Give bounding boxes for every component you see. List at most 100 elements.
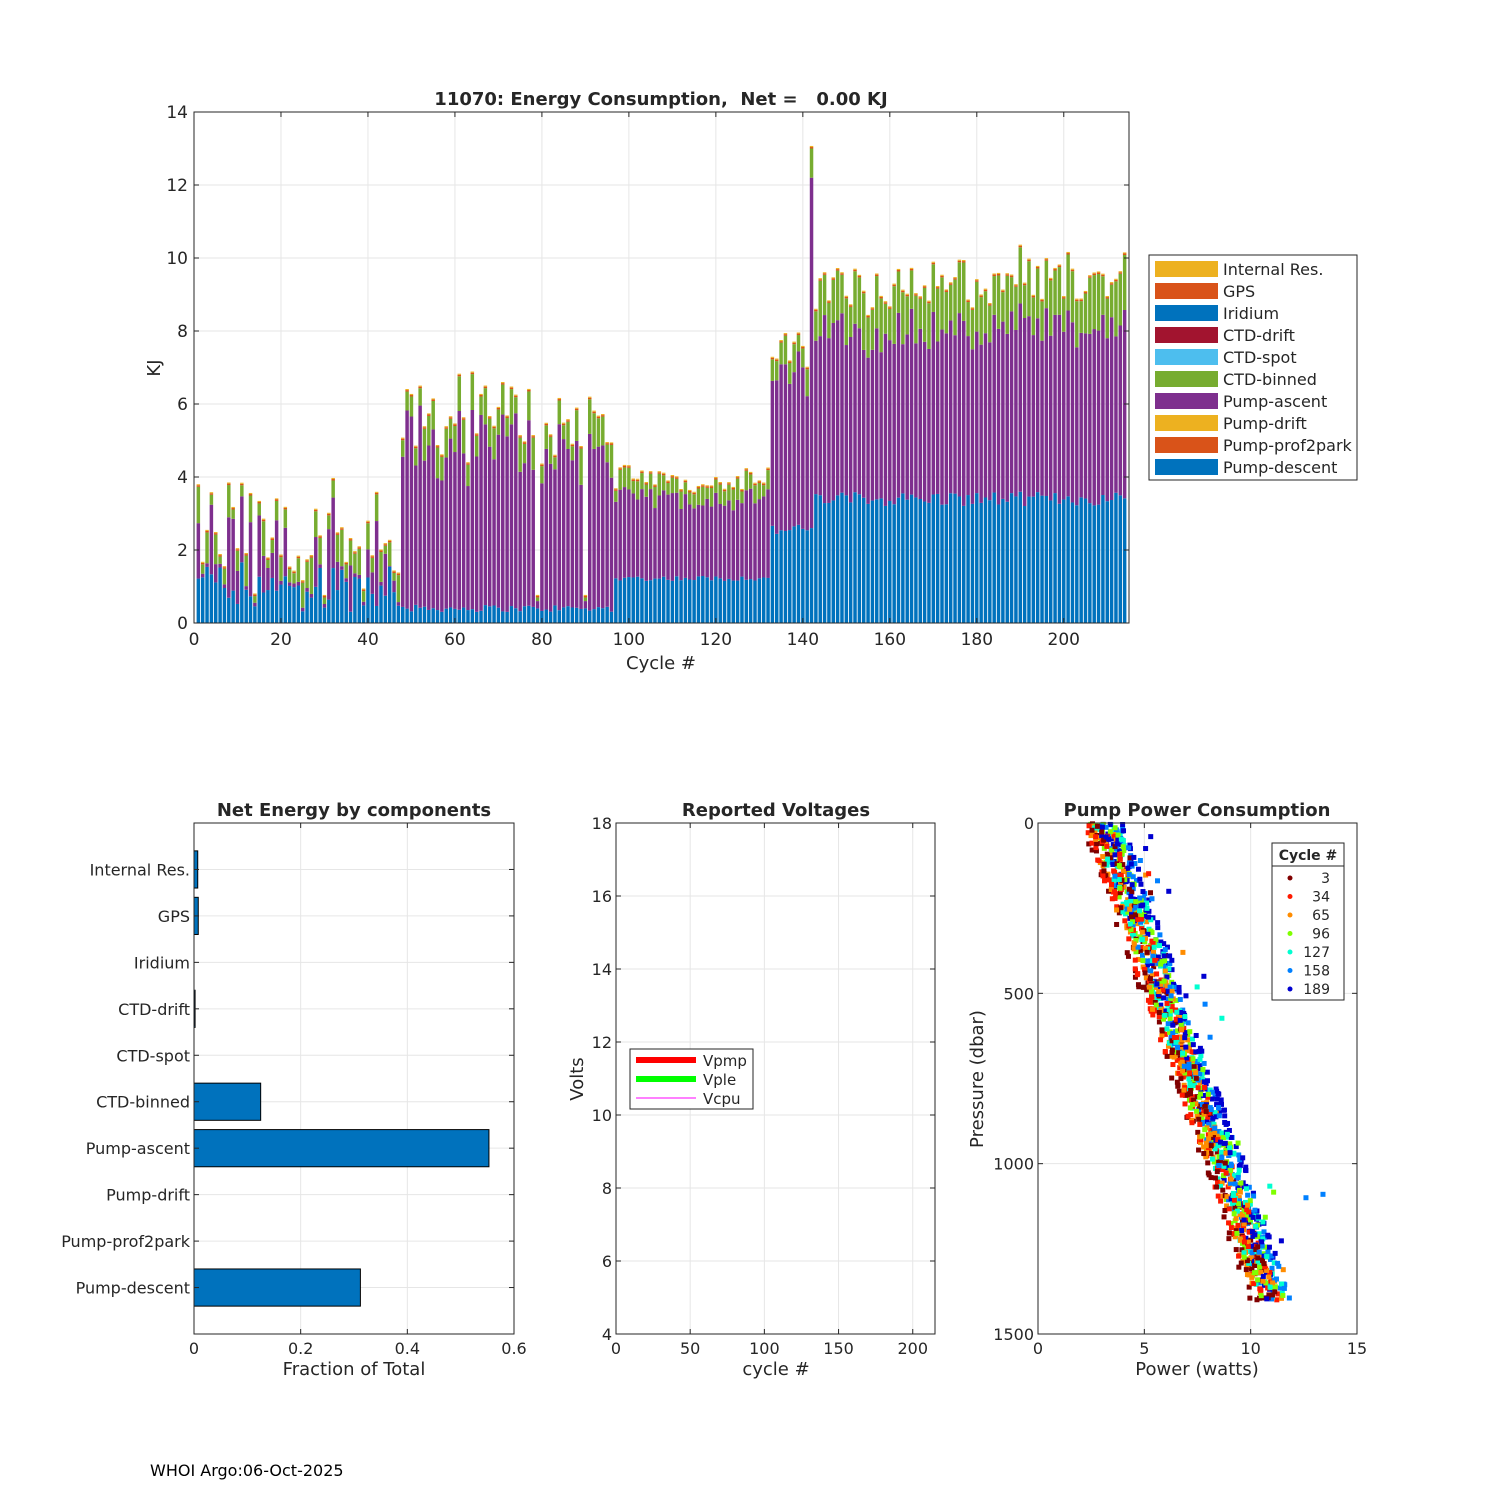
pump-power-point bbox=[1188, 1087, 1194, 1093]
energy-bar-ctd-binned bbox=[548, 436, 553, 464]
components-grid bbox=[193, 823, 515, 1334]
pump-power-point bbox=[1277, 1285, 1283, 1291]
energy-bar-pump-ascent bbox=[618, 489, 622, 581]
pump-power-point bbox=[1165, 989, 1171, 995]
pump-power-point bbox=[1182, 1035, 1188, 1041]
energy-bar-ctd-binned bbox=[274, 500, 279, 521]
pump-power-point bbox=[1162, 1012, 1168, 1018]
energy-bar-pump-ascent bbox=[248, 522, 253, 597]
energy-bar-ctd-binned bbox=[318, 537, 322, 565]
pump-power-point bbox=[1258, 1270, 1264, 1276]
pump-power-point bbox=[1197, 1063, 1203, 1069]
energy-bar-pump-ascent bbox=[766, 489, 770, 578]
energy-bar-gps bbox=[970, 308, 975, 310]
energy-bar-gps bbox=[340, 528, 344, 530]
energy-bar-ctd-binned bbox=[714, 479, 718, 493]
energy-bar-internal-res- bbox=[1079, 298, 1083, 300]
energy-bar-internal-res- bbox=[988, 303, 992, 305]
energy-bar-gps bbox=[644, 483, 649, 485]
energy-bar-ctd-binned bbox=[205, 532, 209, 564]
pump-power-point bbox=[1142, 966, 1148, 972]
pump-power-point bbox=[1152, 957, 1158, 963]
pump-power-point bbox=[1263, 1280, 1269, 1286]
energy-bar-ctd-binned bbox=[801, 348, 805, 368]
energy-bar-pump-descent bbox=[196, 578, 201, 623]
energy-bar-gps bbox=[461, 418, 466, 420]
energy-bar-internal-res- bbox=[592, 410, 596, 412]
pump-power-point bbox=[1107, 877, 1113, 883]
energy-bar-pump-ascent bbox=[387, 566, 392, 567]
energy-bar-ctd-binned bbox=[305, 561, 309, 589]
pump-power-point bbox=[1182, 1101, 1188, 1107]
pump-power-axes-box bbox=[1037, 822, 1358, 1335]
pump-power-point bbox=[1177, 1065, 1183, 1071]
energy-bar-pump-ascent bbox=[257, 515, 261, 577]
energy-bar-pump-descent bbox=[470, 609, 475, 623]
energy-bar-pump-ascent bbox=[953, 335, 957, 494]
energy-bar-pump-descent bbox=[1079, 497, 1083, 623]
energy-bar-pump-descent bbox=[214, 582, 218, 623]
energy-bar-pump-descent bbox=[814, 494, 818, 623]
pump-power-point bbox=[1179, 1037, 1185, 1043]
pump-power-point bbox=[1150, 941, 1156, 947]
energy-bar-pump-descent bbox=[1035, 492, 1040, 623]
pump-power-point bbox=[1164, 944, 1170, 950]
energy-bar-gps bbox=[679, 490, 683, 492]
pump-power-point bbox=[1249, 1274, 1255, 1280]
energy-bar-pump-ascent bbox=[396, 602, 401, 606]
energy-bar-gps bbox=[335, 533, 340, 535]
energy-bar-ctd-binned bbox=[200, 564, 205, 574]
pump-power-point bbox=[1192, 1083, 1198, 1089]
pump-power-point bbox=[1140, 889, 1146, 895]
energy-bar-gps bbox=[1101, 274, 1105, 277]
pump-power-point bbox=[1320, 1191, 1326, 1197]
pump-power-point bbox=[1136, 956, 1142, 962]
pump-power-point bbox=[1106, 888, 1112, 894]
pump-power-point bbox=[1187, 1091, 1193, 1097]
pump-power-point bbox=[1186, 1065, 1192, 1071]
energy-bar-ctd-binned bbox=[975, 281, 979, 332]
pump-power-point bbox=[1204, 1118, 1210, 1124]
energy-bar-ctd-binned bbox=[896, 271, 901, 313]
energy-bar-pump-ascent bbox=[975, 331, 979, 494]
energy-bar-gps bbox=[918, 297, 922, 299]
energy-legend-label: CTD-drift bbox=[1223, 326, 1295, 345]
pump-power-point bbox=[1260, 1257, 1266, 1263]
energy-bar-pump-descent bbox=[540, 610, 544, 623]
energy-bar-pump-descent bbox=[805, 530, 809, 623]
pump-power-point bbox=[1266, 1244, 1272, 1250]
energy-bar-internal-res- bbox=[722, 488, 727, 490]
energy-bar-gps bbox=[300, 581, 305, 583]
energy-bar-pump-ascent bbox=[279, 580, 283, 585]
energy-bar-ctd-binned bbox=[1122, 254, 1127, 310]
energy-bar-pump-ascent bbox=[401, 456, 405, 607]
pump-power-point bbox=[1131, 933, 1137, 939]
energy-bar-ctd-binned bbox=[957, 262, 962, 314]
pump-power-point bbox=[1143, 935, 1149, 941]
pump-power-point bbox=[1245, 1244, 1251, 1250]
energy-bar-gps bbox=[966, 300, 970, 303]
energy-bar-pump-descent bbox=[992, 492, 996, 623]
energy-xtick-label: 100 bbox=[613, 630, 645, 650]
pump-power-legend-box bbox=[1271, 842, 1345, 1001]
energy-bar-pump-descent bbox=[557, 610, 562, 623]
energy-bar-gps bbox=[570, 444, 575, 447]
energy-bar-pump-ascent bbox=[305, 588, 309, 592]
pump-power-point bbox=[1240, 1235, 1246, 1241]
pump-power-point bbox=[1150, 1012, 1156, 1018]
energy-bar-pump-descent bbox=[979, 502, 983, 623]
energy-bar-ctd-binned bbox=[1014, 286, 1018, 330]
energy-xtick-label: 80 bbox=[531, 630, 553, 650]
energy-bar-pump-ascent bbox=[474, 456, 479, 612]
pump-power-point bbox=[1244, 1218, 1250, 1224]
energy-bar-pump-ascent bbox=[870, 349, 875, 501]
energy-bar-ctd-binned bbox=[688, 492, 692, 505]
energy-bar-ctd-binned bbox=[227, 485, 231, 518]
energy-bar-gps bbox=[535, 595, 540, 598]
pump-power-point bbox=[1137, 949, 1143, 955]
energy-bar-ctd-binned bbox=[327, 515, 331, 530]
energy-ytick-label: 8 bbox=[177, 322, 188, 342]
energy-bar-ctd-binned bbox=[705, 487, 709, 499]
pump-power-point bbox=[1199, 1133, 1205, 1139]
pump-power-point bbox=[1249, 1243, 1255, 1249]
